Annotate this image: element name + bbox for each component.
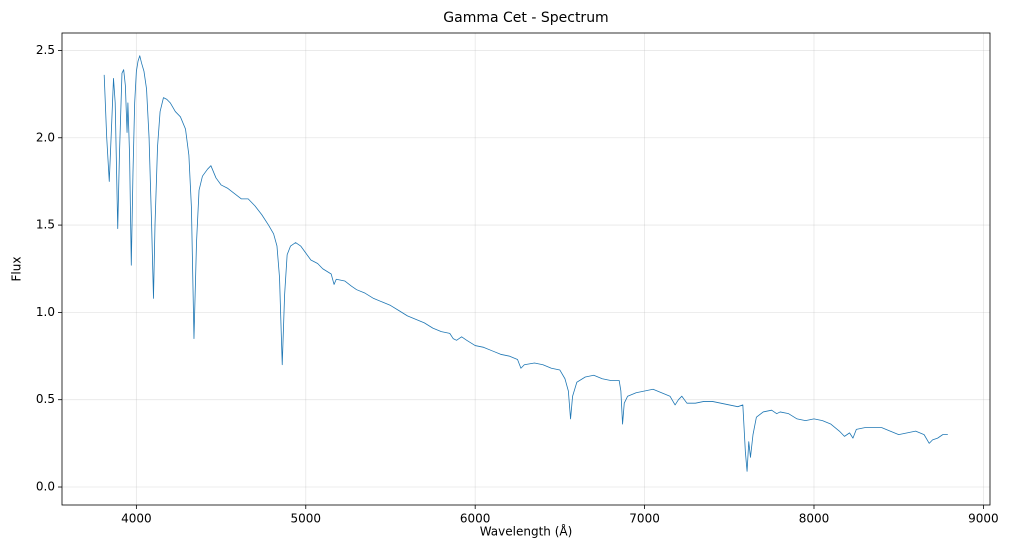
spectrum-line [103, 55, 948, 472]
x-tick-label: 5000 [291, 512, 322, 526]
y-tick-label: 0.0 [36, 480, 55, 494]
x-tick-label: 9000 [968, 512, 999, 526]
y-axis-label: Flux [10, 257, 24, 282]
plot-frame [61, 32, 991, 506]
y-tick-label: 2.0 [36, 130, 55, 144]
x-tick-label: 8000 [799, 512, 830, 526]
x-axis-label: Wavelength (Å) [480, 524, 573, 539]
x-tick-label: 4000 [121, 512, 152, 526]
y-tick-label: 0.5 [36, 392, 55, 406]
x-tick-label: 7000 [629, 512, 660, 526]
chart-title: Gamma Cet - Spectrum [443, 10, 608, 26]
y-tick-label: 1.0 [36, 305, 55, 319]
x-tick-label: 6000 [460, 512, 491, 526]
y-tick-label: 2.5 [36, 43, 55, 57]
y-tick-label: 1.5 [36, 218, 55, 232]
